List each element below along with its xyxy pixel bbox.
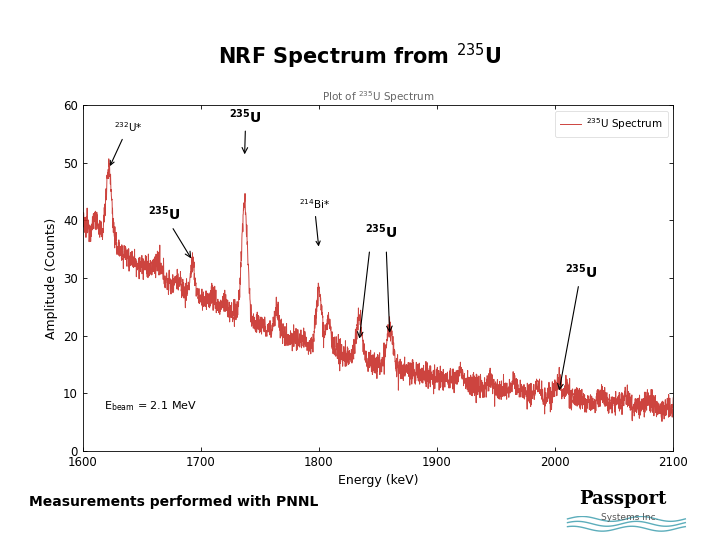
- Y-axis label: Amplitude (Counts): Amplitude (Counts): [45, 218, 58, 339]
- Text: $\mathbf{^{235}U}$: $\mathbf{^{235}U}$: [558, 262, 598, 389]
- Text: E$_{\rm beam}$ = 2.1 MeV: E$_{\rm beam}$ = 2.1 MeV: [104, 400, 197, 414]
- $^{235}$U Spectrum: [657, 410, 666, 417]
- X-axis label: Energy (keV): Energy (keV): [338, 474, 418, 487]
- $^{235}$U Spectrum: [305, 337, 314, 343]
- $^{235}$U Spectrum: [104, 156, 113, 162]
- Legend: $^{235}$U Spectrum: $^{235}$U Spectrum: [555, 111, 668, 137]
- $^{235}$U Spectrum: [78, 221, 87, 228]
- $^{235}$U Spectrum: [181, 305, 189, 311]
- $^{235}$U Spectrum: [657, 418, 666, 424]
- Text: $^{214}$Bi*: $^{214}$Bi*: [299, 197, 330, 245]
- Title: Plot of $^{235}$U Spectrum: Plot of $^{235}$U Spectrum: [322, 89, 434, 105]
- Line: $^{235}$U Spectrum: $^{235}$U Spectrum: [83, 159, 673, 421]
- Text: Measurements performed with PNNL: Measurements performed with PNNL: [29, 495, 318, 509]
- $^{235}$U Spectrum: [330, 348, 339, 355]
- Text: Passport: Passport: [579, 490, 667, 509]
- $^{235}$U Spectrum: [146, 257, 155, 264]
- Text: $\mathbf{^{235}U}$: $\mathbf{^{235}U}$: [148, 205, 191, 258]
- Text: $\mathbf{^{235}U}$: $\mathbf{^{235}U}$: [230, 107, 262, 153]
- Text: $\mathbf{^{235}U}$: $\mathbf{^{235}U}$: [365, 222, 398, 241]
- Text: $^{232}$U*: $^{232}$U*: [110, 120, 143, 165]
- Text: NRF Spectrum from $^{235}$U: NRF Spectrum from $^{235}$U: [218, 42, 502, 71]
- $^{235}$U Spectrum: [594, 396, 603, 403]
- Text: Systems Inc.: Systems Inc.: [601, 513, 659, 522]
- $^{235}$U Spectrum: [669, 395, 678, 401]
